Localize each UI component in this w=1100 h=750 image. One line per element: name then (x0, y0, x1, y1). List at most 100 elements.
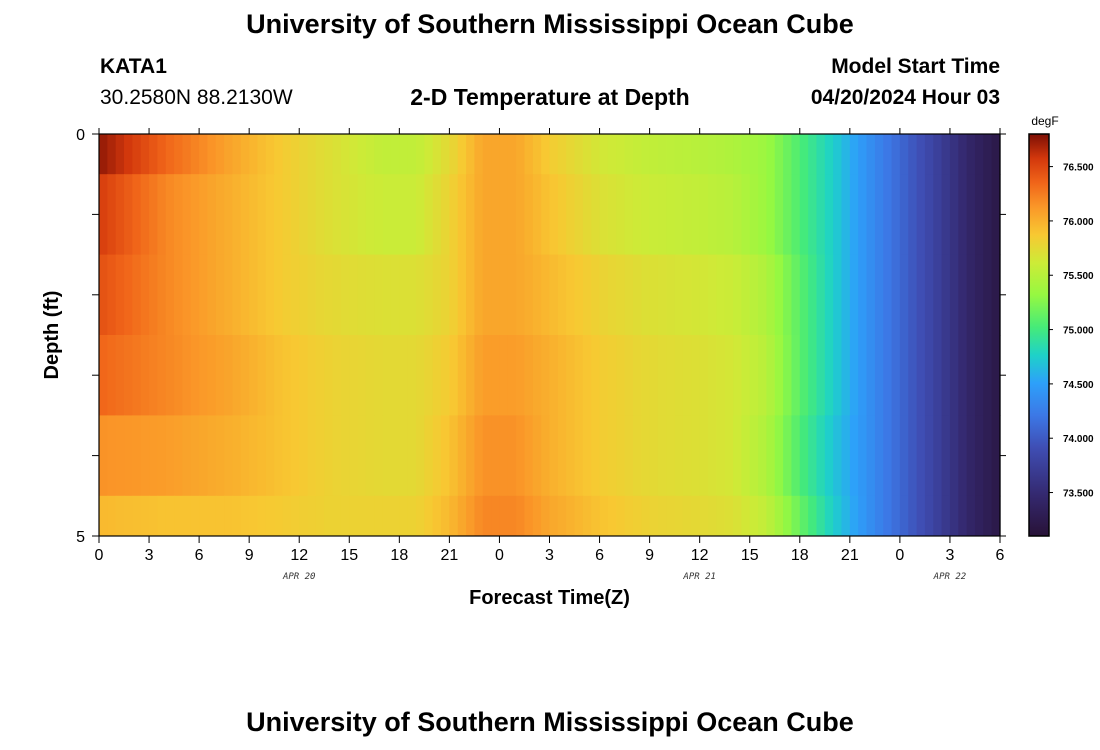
heatmap-cell (966, 415, 976, 497)
heatmap-cell (616, 134, 626, 175)
heatmap-cell (949, 415, 959, 497)
heatmap-cell (349, 174, 359, 256)
heatmap-cell (516, 415, 526, 497)
heatmap-cell (733, 495, 742, 537)
heatmap-cell (265, 174, 275, 256)
heatmap-cell (983, 134, 993, 175)
heatmap-cell (199, 134, 209, 175)
heatmap-cell (149, 495, 158, 537)
heatmap-cell (499, 335, 509, 416)
heatmap-cell (232, 174, 242, 256)
heatmap-cell (974, 495, 984, 537)
heatmap-cell (374, 335, 384, 416)
heatmap-cell (482, 335, 492, 416)
heatmap-cell (516, 495, 526, 537)
heatmap-cell (349, 495, 359, 537)
heatmap-cell (257, 174, 267, 256)
heatmap-cell (808, 495, 818, 537)
heatmap-cell (390, 335, 400, 416)
x-tick-label: 18 (390, 547, 408, 564)
heatmap-cell (124, 495, 133, 537)
heatmap-cell (808, 335, 818, 416)
heatmap-cell (791, 174, 801, 256)
heatmap-cell (115, 174, 125, 256)
heatmap-cell (674, 174, 684, 256)
heatmap-cell (557, 335, 567, 416)
heatmap-cell (799, 134, 809, 175)
heatmap-cell (441, 254, 450, 336)
heatmap-cell (632, 134, 642, 175)
colorbar-tick-label: 73.500 (1063, 489, 1094, 500)
heatmap-cell (749, 495, 759, 537)
heatmap-cell (265, 134, 275, 175)
heatmap-cell (140, 174, 150, 256)
heatmap-cell (457, 174, 467, 256)
heatmap-cell (140, 495, 150, 537)
heatmap-cell (774, 495, 784, 537)
heatmap-cell (357, 174, 367, 256)
heatmap-cell (883, 174, 893, 256)
heatmap-cell (682, 134, 692, 175)
heatmap-cell (741, 174, 751, 256)
chart-title: 2-D Temperature at Depth (410, 84, 690, 110)
heatmap-cell (607, 495, 617, 537)
heatmap-cell (190, 254, 200, 336)
heatmap-cell (115, 495, 125, 537)
heatmap-cell (966, 174, 976, 256)
heatmap-cell (657, 254, 667, 336)
heatmap-cell (733, 254, 742, 336)
heatmap-cell (816, 495, 826, 537)
heatmap-cell (516, 335, 526, 416)
heatmap-cell (449, 174, 459, 256)
heatmap-cell (641, 335, 651, 416)
heatmap-cell (399, 134, 409, 175)
heatmap-cell (841, 415, 851, 497)
heatmap-cell (574, 495, 584, 537)
heatmap-cell (416, 174, 425, 256)
x-axis: 0 3 6 9 12 15 18 21 0 3 6 9 12 15 18 21 0 3 6 APR 20 APR 21 A… (95, 128, 1005, 582)
heatmap-cell (416, 415, 425, 497)
heatmap-cell (282, 495, 292, 537)
heatmap-cell (107, 415, 117, 497)
heatmap-cell (724, 254, 734, 336)
heatmap-cell (332, 174, 342, 256)
heatmap-cell (949, 134, 959, 175)
heatmap-cell (299, 415, 309, 497)
heatmap-cell (657, 174, 667, 256)
heatmap-cell (399, 495, 409, 537)
heatmap-cell (891, 415, 901, 497)
heatmap-cell (724, 174, 734, 256)
heatmap-cell (833, 495, 843, 537)
heatmap-cell (674, 254, 684, 336)
heatmap-cell (874, 495, 884, 537)
heatmap-cell (215, 495, 225, 537)
heatmap-cell (657, 415, 667, 497)
heatmap-cell (557, 174, 567, 256)
heatmap-cell (891, 495, 901, 537)
heatmap-cell (532, 254, 542, 336)
y-axis-label: Depth (ft) (41, 291, 63, 380)
heatmap-cell (449, 134, 459, 175)
heatmap-cell (849, 415, 859, 497)
heatmap-cell (474, 174, 484, 256)
heatmap-cell (933, 134, 943, 175)
heatmap-cell (591, 174, 601, 256)
heatmap-cell (841, 495, 851, 537)
heatmap-cell (566, 134, 576, 175)
heatmap-cell (824, 174, 834, 256)
heatmap-cell (983, 415, 993, 497)
heatmap-cell (132, 174, 142, 256)
heatmap-cell (449, 415, 459, 497)
heatmap-cell (507, 495, 517, 537)
heatmap-cell (432, 335, 442, 416)
heatmap-cell (207, 174, 217, 256)
heatmap-cell (424, 174, 434, 256)
heatmap-cell (791, 254, 801, 336)
heatmap-cell (599, 134, 609, 175)
heatmap-cell (799, 174, 809, 256)
heatmap-cell (941, 134, 951, 175)
heatmap-cell (758, 134, 767, 175)
heatmap-cell (424, 415, 434, 497)
heatmap-cell (774, 134, 784, 175)
heatmap-cell (699, 335, 709, 416)
